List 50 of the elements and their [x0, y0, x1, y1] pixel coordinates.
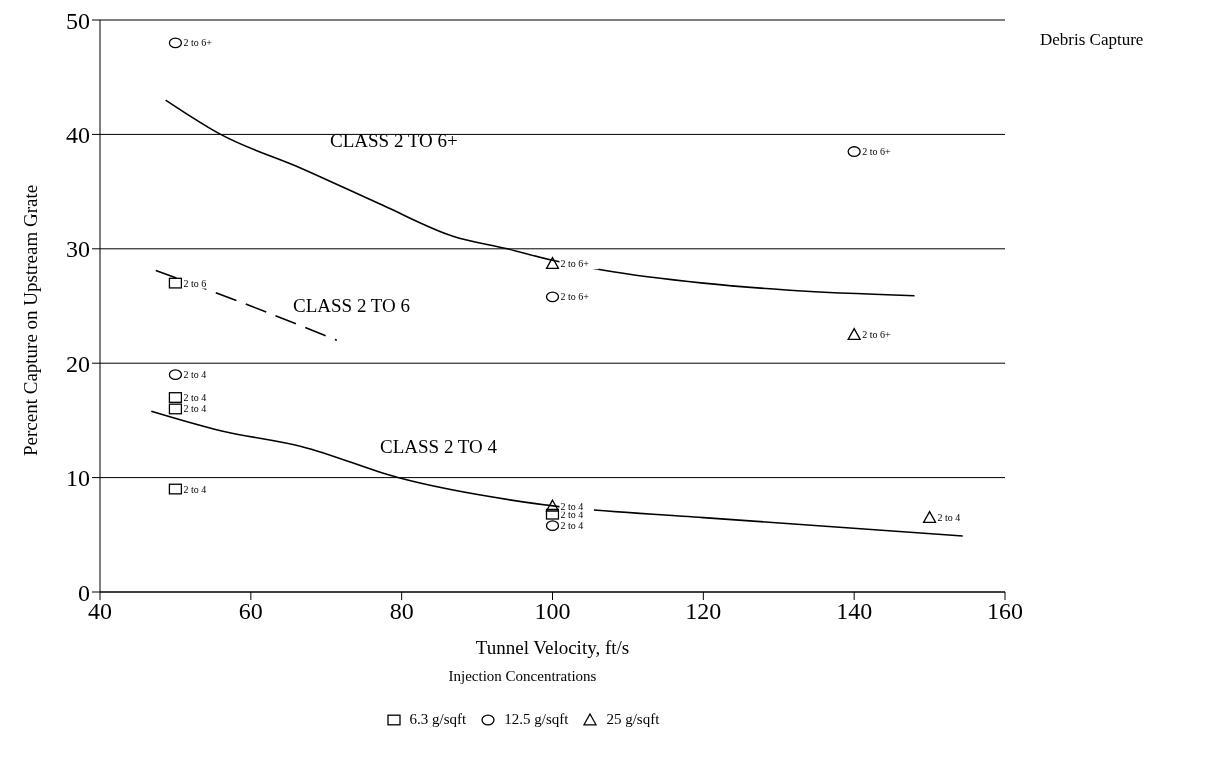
annotation: CLASS 2 TO 6	[293, 295, 411, 317]
annotation: 2 to 4	[560, 500, 584, 512]
annotation: 2 to 4	[937, 512, 961, 524]
annotation: CLASS 2 TO 6+	[330, 130, 458, 152]
y-tick-label: 20	[66, 350, 90, 377]
annotation: 2 to 6+	[560, 291, 590, 303]
point	[168, 403, 183, 415]
y-tick-label: 40	[66, 121, 90, 148]
y-tick-label: 0	[78, 579, 90, 606]
annotation: 2 to 6+	[183, 37, 213, 49]
annotation: CLASS 2 TO 4	[380, 436, 498, 458]
y-tick-label: 10	[66, 465, 90, 492]
point	[847, 327, 861, 341]
x-tick-label: 60	[238, 598, 263, 625]
annotation: 2 to 6+	[862, 329, 891, 341]
point	[168, 37, 183, 49]
x-tick-label: 160	[987, 598, 1023, 625]
annotation: 2 to 4	[183, 369, 207, 381]
point	[545, 499, 560, 512]
legend-title: Injection Concentrations	[447, 668, 598, 685]
x-tick-label: 140	[836, 598, 873, 625]
x-tick-label: 40	[88, 598, 112, 625]
legend-label: 6.3 g/sqft	[409, 711, 467, 728]
point	[545, 508, 560, 520]
annotation: 2 to 6+	[862, 146, 891, 158]
point	[168, 277, 183, 289]
annotation: 2 to 4	[183, 392, 207, 404]
legend-label: 25 g/sqft	[606, 711, 660, 728]
x-tick-label: 80	[389, 598, 414, 625]
annotation: 2 to 6+	[560, 258, 590, 270]
annotation: 2 to 4	[183, 483, 207, 495]
point	[168, 369, 183, 381]
annotation: 2 to 4	[560, 520, 584, 532]
point	[922, 510, 937, 524]
y-axis-title: Percent Capture on Upstream Grate	[19, 184, 41, 456]
legend-label: 12.5 g/sqft	[504, 711, 569, 728]
point	[545, 520, 560, 532]
y-tick-label: 30	[66, 236, 90, 263]
point	[847, 146, 861, 158]
point	[168, 483, 183, 495]
annotation: 2 to 6	[183, 277, 207, 289]
point	[545, 257, 560, 270]
point	[168, 392, 183, 403]
y-tick-label: 50	[66, 7, 90, 34]
point	[545, 291, 560, 303]
x-tick-label: 100	[534, 598, 571, 625]
annotation: 2 to 4	[183, 403, 207, 415]
text: Debris Capture	[1040, 30, 1144, 50]
x-tick-label: 120	[685, 598, 722, 625]
x-axis-title: Tunnel Velocity, ft/s	[475, 637, 630, 658]
